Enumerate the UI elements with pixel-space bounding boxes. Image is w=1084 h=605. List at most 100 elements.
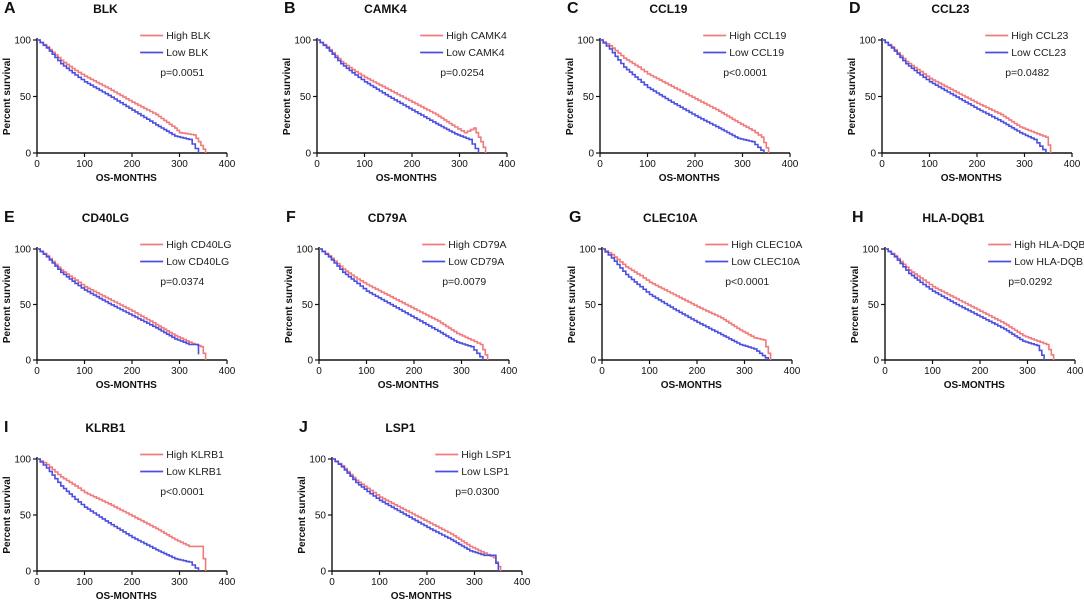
high-survival-curve — [37, 458, 207, 571]
x-tick-label: 200 — [419, 577, 436, 588]
x-tick-label: 400 — [1064, 159, 1081, 170]
y-axis-title: Percent survival — [565, 58, 576, 135]
x-tick-label: 100 — [639, 159, 656, 170]
low-survival-curve — [882, 39, 1047, 153]
y-axis-title: Percent survival — [282, 58, 293, 135]
y-tick-label: 0 — [320, 567, 326, 578]
legend-label-low: Low CD40LG — [166, 256, 229, 268]
x-tick-label: 400 — [514, 577, 531, 588]
legend-label-high: High BLK — [166, 30, 210, 42]
p-value-label: p=0.0374 — [160, 276, 204, 288]
legend-label-high: High KLRB1 — [166, 449, 224, 461]
panel-letter: A — [4, 0, 16, 17]
high-survival-curve — [600, 39, 770, 153]
y-tick-label: 50 — [583, 92, 595, 103]
x-tick-label: 100 — [358, 366, 375, 377]
legend-label-high: High LSP1 — [461, 449, 511, 461]
p-value-label: p=0.0300 — [455, 486, 499, 498]
high-survival-curve — [319, 248, 489, 360]
y-tick-label: 50 — [300, 92, 312, 103]
y-tick-label: 100 — [577, 36, 594, 47]
x-axis-title: OS-MONTHS — [391, 591, 452, 602]
legend-label-low: Low CCL23 — [1011, 47, 1066, 59]
legend-label-low: Low CLEC10A — [731, 256, 800, 268]
legend-label-high: High CCL19 — [729, 30, 786, 42]
y-axis-title: Percent survival — [284, 266, 295, 343]
legend-label-low: Low CD79A — [448, 256, 504, 268]
chart-title: CD40LG — [82, 211, 129, 225]
legend-label-high: High HLA-DQB1 — [1014, 239, 1084, 251]
high-survival-curve — [37, 248, 207, 360]
low-survival-curve — [317, 39, 480, 153]
y-tick-label: 50 — [865, 92, 877, 103]
low-survival-curve — [602, 248, 770, 360]
chart-title: CAMK4 — [364, 2, 407, 16]
x-tick-label: 0 — [34, 159, 40, 170]
chart-title: CCL23 — [931, 2, 969, 16]
panel-letter: B — [284, 0, 296, 17]
y-tick-label: 0 — [25, 567, 31, 578]
legend-label-high: High CLEC10A — [731, 239, 802, 251]
legend-label-low: Low BLK — [166, 47, 208, 59]
x-axis-title: OS-MONTHS — [661, 380, 722, 391]
x-tick-label: 0 — [329, 577, 335, 588]
x-tick-label: 0 — [34, 577, 40, 588]
x-tick-label: 100 — [76, 577, 93, 588]
p-value-label: p<0.0001 — [725, 276, 769, 288]
panel-letter: F — [286, 209, 296, 226]
y-tick-label: 0 — [305, 149, 311, 160]
chart-title: CCL19 — [649, 2, 687, 16]
y-axis-title: Percent survival — [2, 476, 13, 553]
x-tick-label: 100 — [921, 159, 938, 170]
y-tick-label: 100 — [862, 245, 879, 256]
y-axis-title: Percent survival — [2, 266, 13, 343]
panel-letter: C — [567, 0, 579, 17]
x-axis-title: OS-MONTHS — [96, 173, 157, 184]
y-axis-title: Percent survival — [2, 58, 13, 135]
p-value-label: p=0.0254 — [440, 67, 484, 79]
y-tick-label: 0 — [307, 356, 313, 367]
p-value-label: p=0.0051 — [160, 67, 204, 79]
low-survival-curve — [37, 458, 200, 571]
y-tick-label: 100 — [296, 245, 313, 256]
x-axis-title: OS-MONTHS — [96, 591, 157, 602]
x-tick-label: 200 — [124, 577, 141, 588]
x-tick-label: 100 — [641, 366, 658, 377]
x-tick-label: 100 — [76, 366, 93, 377]
x-axis-title: OS-MONTHS — [944, 380, 1005, 391]
y-axis-title: Percent survival — [850, 266, 861, 343]
x-tick-label: 200 — [124, 366, 141, 377]
legend-label-high: High CAMK4 — [446, 30, 507, 42]
high-survival-curve — [37, 39, 207, 153]
chart-title: LSP1 — [385, 421, 415, 435]
x-tick-label: 100 — [371, 577, 388, 588]
chart-title: KLRB1 — [85, 421, 125, 435]
p-value-label: p=0.0292 — [1008, 276, 1052, 288]
legend-label-high: High CD79A — [448, 239, 506, 251]
legend-label-low: Low CAMK4 — [446, 47, 505, 59]
x-tick-label: 100 — [924, 366, 941, 377]
x-tick-label: 0 — [597, 159, 603, 170]
y-tick-label: 100 — [14, 245, 31, 256]
x-tick-label: 400 — [782, 159, 799, 170]
y-tick-label: 100 — [309, 455, 326, 466]
x-tick-label: 200 — [406, 366, 423, 377]
y-tick-label: 0 — [588, 149, 594, 160]
low-survival-curve — [37, 248, 200, 355]
x-tick-label: 300 — [1019, 366, 1036, 377]
legend-label-low: Low KLRB1 — [166, 466, 222, 478]
x-tick-label: 0 — [879, 159, 885, 170]
y-tick-label: 100 — [14, 455, 31, 466]
x-tick-label: 300 — [466, 577, 483, 588]
x-tick-label: 200 — [969, 159, 986, 170]
high-survival-curve — [602, 248, 772, 360]
x-tick-label: 300 — [1016, 159, 1033, 170]
x-axis-title: OS-MONTHS — [378, 380, 439, 391]
